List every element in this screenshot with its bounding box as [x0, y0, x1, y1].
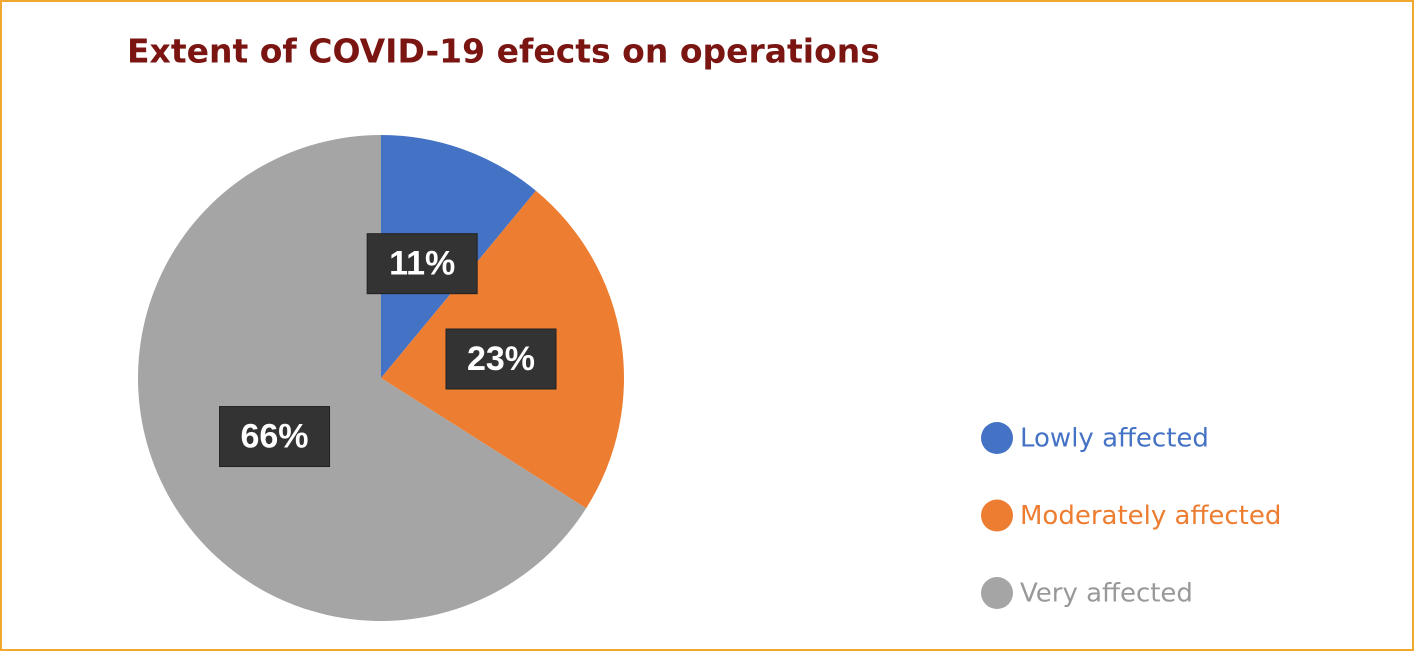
legend-swatch: [981, 422, 1013, 454]
pie-slice: [137, 135, 587, 621]
legend-swatch: [981, 577, 1013, 609]
data-label-text: 11%: [389, 245, 455, 283]
data-label-text: 23%: [467, 340, 535, 378]
data-label: 11%: [366, 233, 478, 295]
data-label-text: 66%: [240, 418, 308, 456]
legend-label: Lowly affected: [1020, 424, 1209, 454]
legend-swatch: [981, 499, 1013, 532]
chart-title: Extent of COVID-19 efects on operations: [127, 32, 880, 71]
data-label-box: [445, 328, 557, 390]
data-label: 66%: [219, 406, 331, 468]
legend-label: Very affected: [1020, 579, 1193, 609]
data-label-box: [366, 233, 478, 295]
legend-label: Moderately affected: [1020, 501, 1281, 531]
data-label: 23%: [445, 328, 557, 390]
data-label-box: [219, 406, 331, 468]
